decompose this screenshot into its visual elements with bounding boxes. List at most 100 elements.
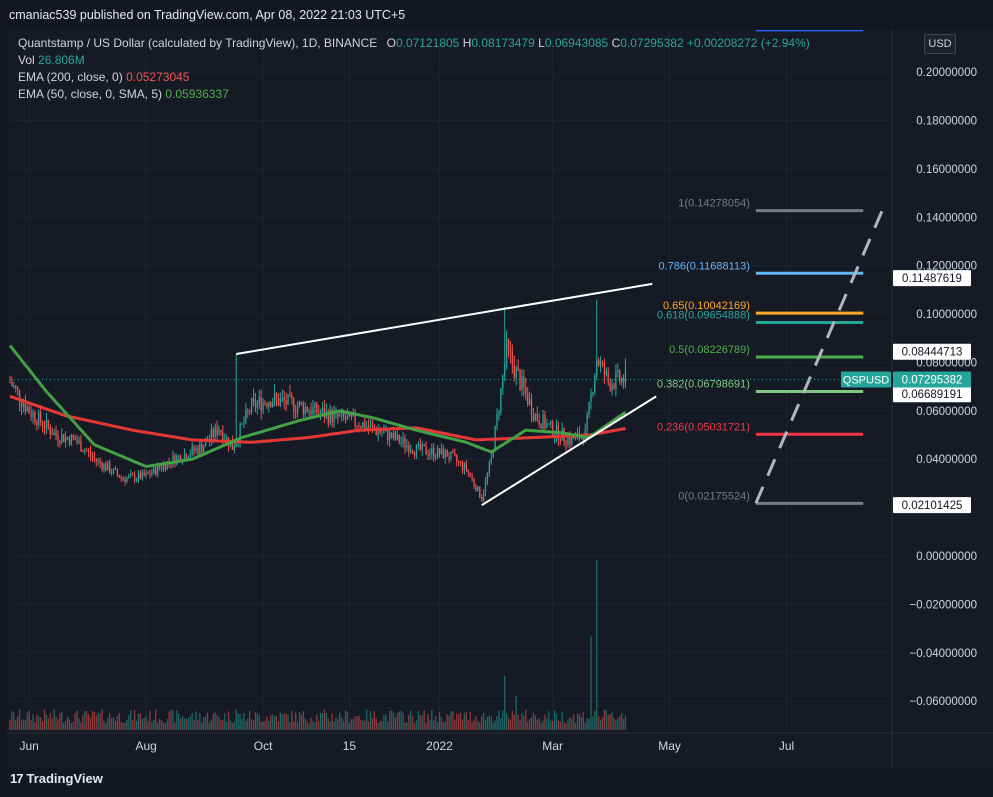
volume-bar — [461, 719, 464, 730]
volume-bar — [561, 711, 563, 730]
candle-body — [295, 411, 297, 413]
volume-bar — [408, 714, 410, 730]
candle-body — [469, 472, 471, 477]
ema50-value: 0.05936337 — [165, 87, 229, 101]
symbol-title[interactable]: Quantstamp / US Dollar (calculated by Tr… — [18, 36, 378, 50]
candle-body — [400, 442, 402, 444]
candle-body — [429, 453, 431, 456]
volume-bar — [300, 714, 303, 730]
volume-bar — [247, 718, 249, 730]
candle-body — [375, 429, 377, 435]
candle-body — [235, 442, 237, 447]
volume-bar — [302, 710, 305, 730]
symbol-row[interactable]: Quantstamp / US Dollar (calculated by Tr… — [18, 35, 810, 52]
candle-body — [293, 398, 295, 412]
ema50-line — [8, 344, 627, 469]
candle-body — [172, 455, 174, 465]
candle-body — [76, 440, 78, 443]
volume-bar — [492, 722, 494, 730]
candle-body — [327, 411, 329, 424]
candle-body — [530, 399, 533, 415]
volume-bar — [601, 717, 604, 730]
candle-body — [91, 455, 94, 458]
price-chart[interactable]: 1(0.14278054) 0.786(0.11688113) 0.65(0.100… — [7, 30, 993, 768]
symbol-tag[interactable] — [841, 371, 891, 388]
projection-dashed-line[interactable] — [754, 209, 884, 504]
candle-body — [410, 450, 412, 453]
candle-body — [398, 434, 400, 443]
candle-body — [101, 463, 103, 470]
candle-body — [538, 420, 540, 425]
candle-body — [216, 426, 218, 435]
candle-body — [231, 442, 234, 450]
candle-body — [89, 451, 92, 456]
volume-bar — [373, 711, 375, 730]
volume-bar — [172, 710, 174, 730]
candle-body — [110, 472, 113, 474]
volume-bar — [68, 719, 71, 730]
candle-body — [105, 463, 107, 471]
candle-body — [155, 467, 157, 475]
volume-bar — [224, 713, 226, 730]
candle-body — [61, 434, 63, 443]
tradingview-logo[interactable]: 17 TradingView — [10, 771, 103, 786]
volume-bar — [181, 715, 184, 730]
volume-row[interactable]: Vol 26.806M — [18, 52, 810, 69]
candle-body — [613, 384, 615, 389]
candle-body — [151, 473, 153, 475]
candle-body — [463, 463, 466, 470]
candle-body — [481, 497, 483, 501]
candle-body — [128, 475, 130, 478]
volume-bar — [183, 718, 186, 730]
candle-body — [316, 402, 318, 413]
candle-body — [364, 422, 366, 429]
ema50-row[interactable]: EMA (50, close, 0, SMA, 5) 0.05936337 — [18, 86, 810, 103]
open-label: O — [386, 36, 396, 50]
y-tick-label: 0.16000000 — [916, 164, 977, 176]
candle-body — [492, 451, 494, 457]
time-axis[interactable] — [7, 733, 892, 768]
candle-body — [26, 407, 28, 412]
candle-body — [459, 461, 462, 463]
trendline[interactable] — [481, 395, 657, 507]
volume-bar — [346, 711, 349, 730]
trendline[interactable] — [236, 282, 653, 355]
candle-body — [174, 455, 176, 465]
candle-body — [277, 397, 280, 406]
candle-body — [220, 430, 222, 433]
candle-body — [511, 352, 514, 365]
volume-bar — [36, 714, 38, 730]
volume-bar — [250, 718, 253, 730]
volume-bar — [22, 719, 25, 730]
ema200-row[interactable]: EMA (200, close, 0) 0.05273045 — [18, 69, 810, 86]
volume-bar — [325, 712, 328, 730]
volume-bar — [153, 719, 155, 730]
candle-body — [454, 453, 456, 456]
volume-bar — [9, 719, 11, 730]
volume-bar — [423, 710, 425, 730]
candle-body — [394, 432, 397, 440]
candle-body — [185, 454, 188, 459]
volume-bar — [139, 713, 142, 730]
volume-bar — [316, 714, 318, 730]
candle-body — [202, 446, 205, 453]
x-tick-label: Aug — [135, 739, 156, 753]
volume-bar — [202, 717, 205, 730]
volume-bar — [580, 717, 583, 730]
candle-body — [559, 440, 561, 442]
volume-bar — [314, 722, 316, 730]
candle-body — [97, 460, 99, 462]
volume-bar — [532, 712, 535, 730]
chart-area[interactable]: 1(0.14278054) 0.786(0.11688113) 0.65(0.100… — [7, 30, 993, 768]
volume-bar — [339, 712, 341, 730]
volume-bar — [540, 722, 542, 730]
volume-bar — [567, 719, 569, 730]
candle-body — [448, 456, 450, 459]
volume-bar — [270, 715, 272, 730]
currency-button[interactable]: USD — [924, 34, 956, 54]
candle-body — [440, 448, 443, 455]
x-tick-label: 15 — [343, 739, 357, 753]
candle-body — [348, 412, 351, 417]
candle-body — [601, 361, 604, 363]
candle-body — [576, 432, 579, 436]
